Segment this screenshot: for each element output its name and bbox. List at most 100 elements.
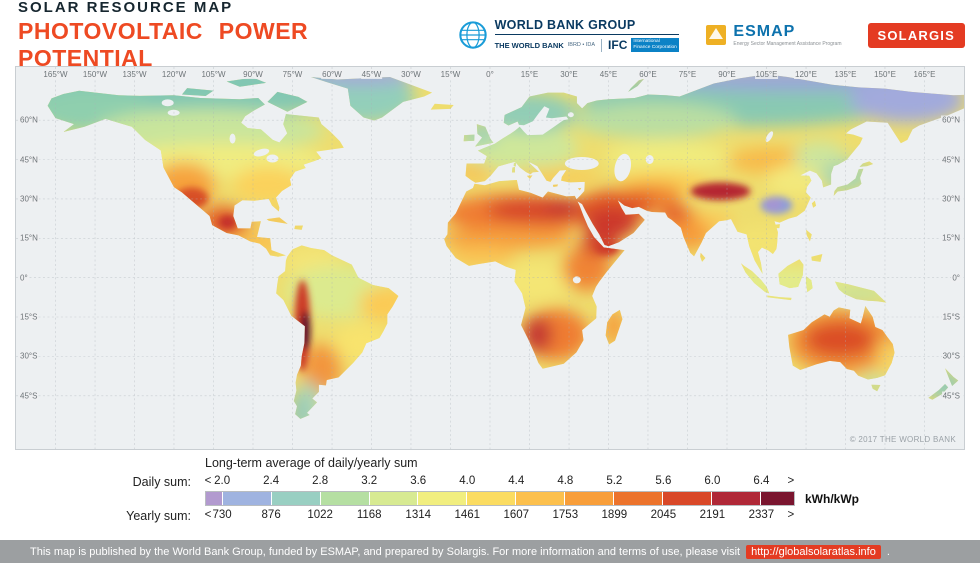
legend-tick: 2337 [748, 509, 775, 521]
legend-tick: 1899 [601, 509, 628, 521]
legend-tick: 2.4 [263, 475, 280, 487]
lon-tick: 105°E [754, 70, 779, 79]
wbg-text-block: WORLD BANK GROUP THE WORLD BANK IBRD • I… [494, 18, 680, 52]
lat-tick: 60°N [19, 115, 39, 125]
lat-tick: 45°S [19, 391, 39, 401]
lon-tick: 75°E [677, 70, 698, 79]
map-title: PHOTOVOLTAIC POWER POTENTIAL [18, 17, 309, 71]
legend-tick: 6.4 [753, 475, 770, 487]
wbg-ibrd-ida: IBRD • IDA [567, 42, 596, 48]
lon-tick: 45°E [598, 70, 619, 79]
lat-tick: 30°N [941, 194, 961, 204]
legend-tick: 4.8 [557, 475, 574, 487]
legend-tick: 2191 [699, 509, 726, 521]
legend-title: Long-term average of daily/yearly sum [205, 456, 418, 470]
legend-color-segment [565, 492, 614, 505]
lat-tick: 15°N [941, 233, 961, 243]
lon-tick: 120°E [794, 70, 818, 79]
wbg-subrow: THE WORLD BANK IBRD • IDA IFC Internatio… [495, 38, 680, 52]
lon-tick-row: 165°W 150°W 135°W 120°W 105°W 90°W 75°W 60°W 45°… [16, 70, 964, 80]
legend-color-segment [223, 492, 272, 505]
legend-tick: 730 [212, 509, 232, 521]
legend-tick: 5.2 [606, 475, 623, 487]
legend-color-segment [320, 492, 370, 505]
lat-tick: 15°S [941, 312, 961, 322]
wbg-title: WORLD BANK GROUP [494, 18, 636, 32]
lon-tick: 135°E [833, 70, 858, 79]
legend-tick: > [787, 509, 795, 521]
lat-tick: 30°N [19, 194, 39, 204]
legend-tick: 2.0 [214, 475, 231, 487]
legend-tick: 4.4 [508, 475, 525, 487]
legend-title-row: Long-term average of daily/yearly sum [15, 456, 915, 474]
lat-tick: 30°S [941, 351, 961, 361]
lon-tick: 60°W [321, 70, 343, 79]
legend-tick: 2045 [650, 509, 677, 521]
lat-tick: 15°S [19, 312, 39, 322]
legend-tick: 5.6 [655, 475, 672, 487]
lat-tick: 60°N [941, 115, 961, 125]
lat-tick-col-left: 60°N 45°N 30°N 15°N 0° 15°S 30°S 45°S [19, 67, 49, 449]
footer: This map is published by the World Bank … [0, 540, 980, 563]
world-map-svg [16, 67, 964, 449]
legend-color-segment [369, 492, 419, 505]
wbg-divider [494, 34, 680, 35]
legend-color-segment [467, 492, 517, 505]
legend-daily-row: Daily sum: <2.0 2.4 2.8 3.2 3.6 4.0 4.4 4.8 5.2 5… [15, 474, 915, 489]
esmap-text-block: ESMAP Energy Sector Management Assistanc… [733, 23, 841, 47]
inland-seas [161, 99, 774, 284]
graticule [16, 67, 964, 449]
legend-tick: 1461 [454, 509, 481, 521]
lon-tick: 0° [485, 70, 495, 79]
legend-tick: 6.0 [704, 475, 721, 487]
header: SOLAR RESOURCE MAP PHOTOVOLTAIC POWER PO… [0, 0, 980, 71]
legend-daily-ticks: <2.0 2.4 2.8 3.2 3.6 4.0 4.4 4.8 5.2 5.6 6.0 6.4 > [205, 474, 795, 489]
legend-tick: 1168 [356, 509, 382, 521]
logo-row: WORLD BANK GROUP THE WORLD BANK IBRD • I… [458, 18, 965, 52]
ifc-caption: International Finance Corporation [631, 38, 680, 52]
lon-tick: 105°W [200, 70, 227, 79]
lat-tick: 45°N [19, 155, 39, 165]
brand-block: SOLAR RESOURCE MAP PHOTOVOLTAIC POWER PO… [18, 0, 458, 72]
legend-color-segment [760, 492, 794, 505]
lat-tick: 45°N [941, 155, 961, 165]
legend-color-segment [206, 492, 224, 505]
lon-tick: 135°W [121, 70, 148, 79]
lon-tick: 45°W [360, 70, 383, 79]
world-bank-group-logo: WORLD BANK GROUP THE WORLD BANK IBRD • I… [458, 18, 680, 52]
lat-tick: 0° [951, 273, 961, 283]
legend-color-segment [418, 492, 468, 505]
lon-tick: 165°E [912, 70, 937, 79]
lon-tick: 90°E [717, 70, 737, 79]
lat-tick: 15°N [19, 233, 39, 243]
legend-tick: 1314 [405, 509, 432, 521]
legend-tick: < [204, 509, 212, 521]
lon-tick: 30°E [559, 70, 579, 79]
footer-link[interactable]: http://globalsolaratlas.info [746, 544, 881, 559]
wbg-the-world-bank: THE WORLD BANK [494, 40, 564, 50]
legend-tick: 876 [261, 509, 281, 521]
legend-color-segment [711, 492, 761, 505]
legend-tick: > [787, 475, 795, 487]
solargis-logo: SOLARGIS [867, 22, 965, 48]
map-area: 165°W 150°W 135°W 120°W 105°W 90°W 75°W 60°W 45°… [15, 66, 965, 450]
lon-tick: 75°W [281, 70, 304, 79]
legend-color-segment [516, 492, 566, 505]
esmap-icon [706, 25, 727, 45]
lon-tick: 165°W [42, 70, 69, 79]
esmap-name: ESMAP [733, 23, 796, 40]
ifc-logo: IFC [608, 38, 628, 52]
lat-tick-col-right: 60°N 45°N 30°N 15°N 0° 15°S 30°S 45°S [931, 67, 961, 449]
lon-tick: 150°E [873, 70, 897, 79]
map-copyright: © 2017 THE WORLD BANK [849, 435, 956, 444]
legend-tick: 2.8 [312, 475, 329, 487]
lon-tick: 15°W [439, 70, 462, 79]
legend-unit: kWh/kWp [805, 491, 859, 506]
legend-tick: < [204, 475, 212, 487]
lat-tick: 45°S [941, 391, 961, 401]
legend-tick: 3.2 [361, 475, 378, 487]
lon-tick: 120°W [160, 70, 188, 79]
yearly-sum-label: Yearly sum: [126, 508, 191, 523]
footer-text: This map is published by the World Bank … [30, 545, 741, 558]
legend-tick: 1753 [552, 509, 579, 521]
